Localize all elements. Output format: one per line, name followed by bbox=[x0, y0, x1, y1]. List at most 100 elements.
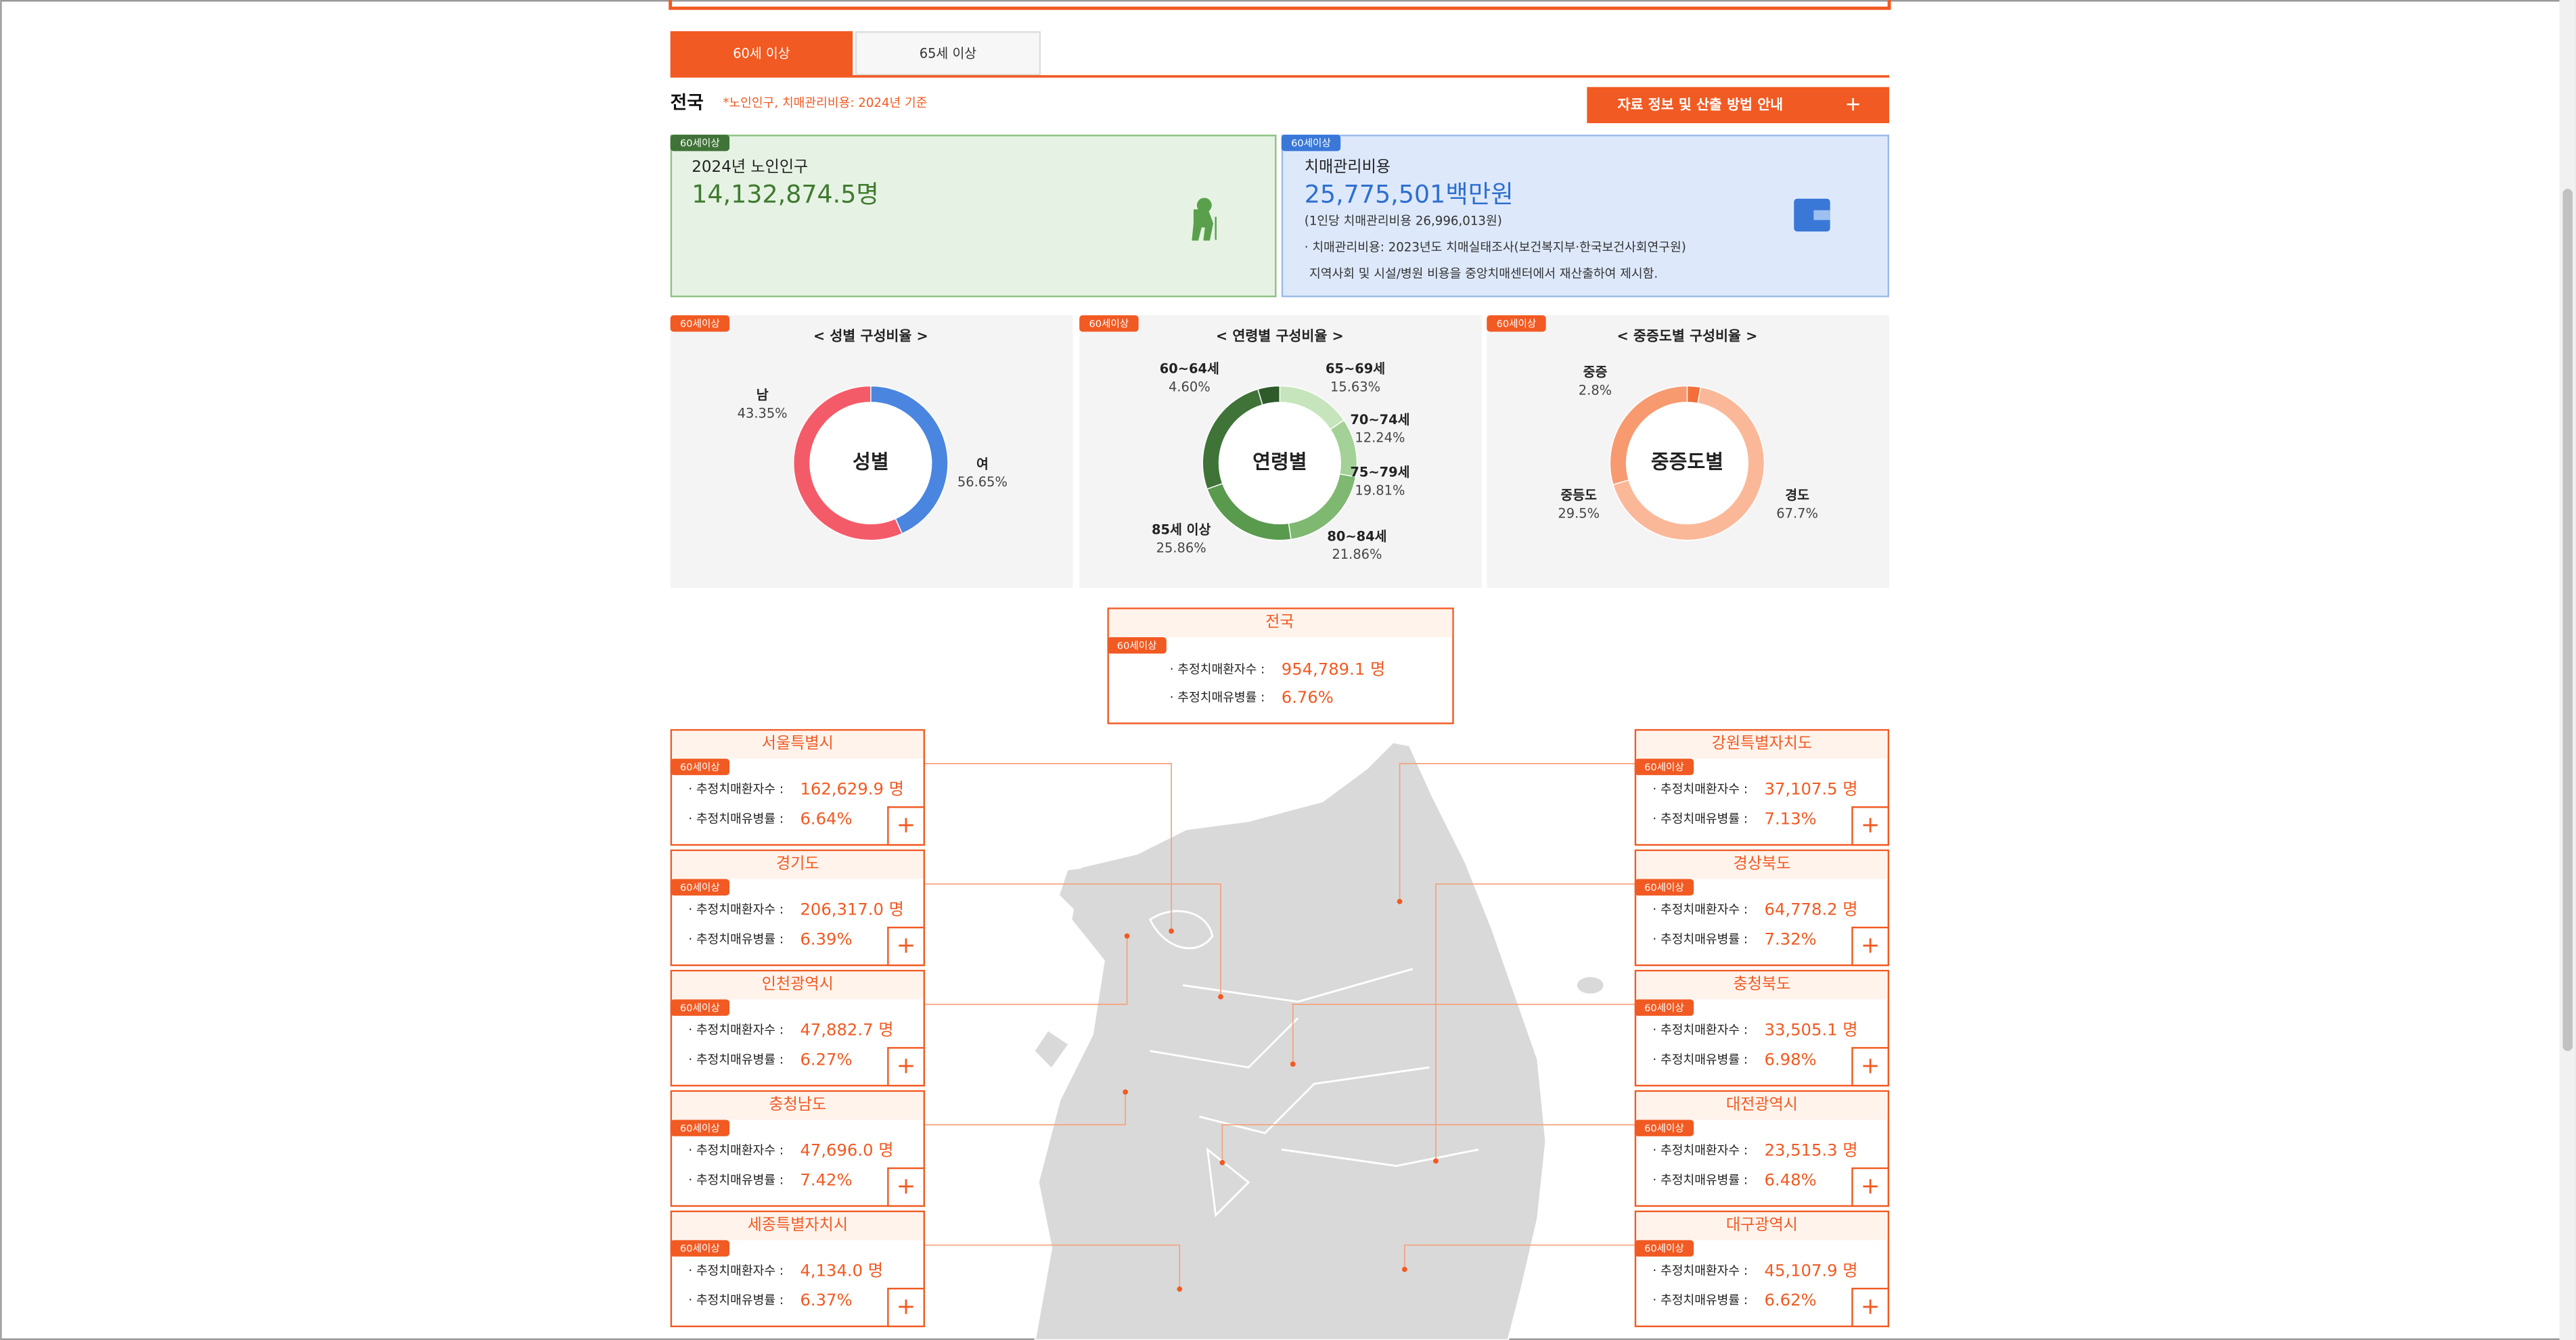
region-header bbox=[1636, 851, 1888, 879]
field-value: 162,629.9 명 bbox=[800, 779, 904, 799]
more-button[interactable] bbox=[1851, 1167, 1890, 1207]
map-dot bbox=[1177, 1286, 1183, 1292]
more-icon: + bbox=[1861, 812, 1880, 839]
more-button[interactable] bbox=[887, 1046, 925, 1087]
field-value: 6.62% bbox=[1765, 1290, 1817, 1310]
donut-hole bbox=[1626, 402, 1748, 524]
region-name: 강원특별자치도 bbox=[1712, 735, 1812, 752]
more-button[interactable] bbox=[887, 1287, 925, 1328]
field-value: 45,107.9 명 bbox=[1765, 1261, 1858, 1280]
field-label: · 추정치매환자수 : bbox=[688, 1023, 784, 1038]
badge-label: 60세이상 bbox=[1089, 318, 1129, 329]
badge-label: 60세이상 bbox=[1644, 1123, 1684, 1134]
more-button[interactable] bbox=[887, 1167, 925, 1207]
korea-map bbox=[1034, 741, 1547, 1340]
legend-label: 경도 bbox=[1785, 488, 1809, 503]
field-value: 6.27% bbox=[800, 1049, 852, 1069]
more-icon: + bbox=[1861, 1053, 1880, 1080]
field-label: · 추정치매유병률 : bbox=[1170, 691, 1265, 705]
badge bbox=[670, 1240, 730, 1257]
more-button[interactable] bbox=[1851, 1046, 1890, 1087]
field-label: · 추정치매유병률 : bbox=[688, 812, 784, 826]
donut-center-label: 성별 bbox=[853, 450, 889, 473]
badge-label: 60세이상 bbox=[680, 1243, 720, 1255]
map-dot bbox=[1290, 1061, 1296, 1067]
search-box bbox=[669, 0, 1891, 10]
leader-line bbox=[924, 1244, 1181, 1289]
region-name: 인천광역시 bbox=[762, 975, 834, 993]
map-borders bbox=[1148, 910, 1479, 1218]
more-button[interactable] bbox=[1851, 926, 1890, 967]
national-header bbox=[1108, 609, 1453, 637]
donut-hole bbox=[1219, 402, 1341, 524]
donut-center-label: 중증도별 bbox=[1651, 450, 1723, 473]
region-header bbox=[1636, 731, 1888, 759]
field-label: · 추정치매유병률 : bbox=[1652, 1053, 1748, 1067]
chart-title: < 연령별 구성비율 > bbox=[1216, 328, 1344, 344]
field-label: · 추정치매환자수 : bbox=[1652, 903, 1748, 917]
field-value: 6.98% bbox=[1765, 1049, 1817, 1069]
card-text: (1인당 치매관리비용 26,996,013원) bbox=[1305, 214, 1502, 229]
card-text: 지역사회 및 시설/병원 비용을 중앙치매센터에서 재산출하여 제시함. bbox=[1309, 267, 1658, 281]
more-button[interactable] bbox=[1851, 806, 1890, 846]
badge-label: 60세이상 bbox=[680, 1123, 720, 1134]
field-label: · 추정치매유병률 : bbox=[688, 1173, 784, 1187]
wallet-clasp bbox=[1813, 210, 1830, 221]
field-value: 37,107.5 명 bbox=[1765, 779, 1858, 799]
badge bbox=[1487, 315, 1546, 332]
field-label: · 추정치매환자수 : bbox=[688, 1144, 784, 1158]
more-button[interactable] bbox=[887, 926, 925, 967]
more-icon: + bbox=[1861, 932, 1880, 959]
badge-label: 60세이상 bbox=[1497, 318, 1537, 329]
field-label: · 추정치매환자수 : bbox=[1652, 1144, 1748, 1158]
more-icon: + bbox=[897, 1293, 916, 1320]
field-value: 7.13% bbox=[1765, 808, 1817, 828]
legend-label: 70~74세 bbox=[1350, 412, 1409, 428]
field-value: 23,515.3 명 bbox=[1765, 1140, 1858, 1160]
region-header bbox=[672, 1212, 924, 1241]
badge-label: 60세이상 bbox=[680, 1002, 720, 1014]
field-label: · 추정치매환자수 : bbox=[688, 783, 784, 797]
region-name: 경기도 bbox=[776, 855, 819, 873]
leader-line bbox=[1221, 1124, 1635, 1163]
wallet-icon bbox=[1794, 198, 1830, 232]
field-value: 7.42% bbox=[800, 1170, 852, 1189]
scrollbar-thumb[interactable] bbox=[2562, 189, 2573, 1051]
data-label: 19.81% bbox=[1355, 482, 1405, 498]
data-label: 21.86% bbox=[1332, 547, 1382, 562]
field-value: 6.37% bbox=[800, 1290, 852, 1310]
field-label: · 추정치매유병률 : bbox=[1652, 932, 1748, 946]
badge bbox=[1634, 1240, 1694, 1257]
map-dot bbox=[1218, 994, 1223, 1000]
badge-label: 60세이상 bbox=[1644, 882, 1684, 894]
leader-line bbox=[1404, 1244, 1635, 1270]
region-header bbox=[672, 731, 924, 759]
field-label: · 추정치매환자수 : bbox=[688, 903, 784, 917]
map-dot bbox=[1397, 898, 1403, 904]
badge-label: 60세이상 bbox=[1644, 1243, 1684, 1255]
field-label: · 추정치매유병률 : bbox=[688, 1053, 784, 1067]
legend-label: 85세 이상 bbox=[1152, 522, 1211, 538]
field-label: · 추정치매유병률 : bbox=[1652, 812, 1748, 826]
badge bbox=[670, 879, 730, 896]
region-name: 세종특별자치시 bbox=[748, 1216, 848, 1234]
cost-card bbox=[1281, 135, 1890, 298]
card-value: 25,775,501백만원 bbox=[1305, 179, 1514, 208]
tab[interactable] bbox=[855, 31, 1041, 76]
donut-center-label: 연령별 bbox=[1252, 450, 1307, 473]
leader-line bbox=[924, 935, 1128, 1005]
legend-label: 여 bbox=[976, 457, 989, 472]
tab-active[interactable] bbox=[670, 31, 853, 76]
chart-title: < 성별 구성비율 > bbox=[813, 328, 928, 344]
more-button[interactable] bbox=[887, 806, 925, 846]
more-icon: + bbox=[897, 1053, 916, 1080]
leader-line bbox=[924, 883, 1221, 997]
info-button[interactable] bbox=[1587, 87, 1890, 124]
field-value: 6.48% bbox=[1765, 1170, 1817, 1189]
card-value: 14,132,874.5명 bbox=[692, 179, 879, 208]
badge bbox=[670, 999, 730, 1016]
box-title: 전국 bbox=[1265, 614, 1294, 631]
more-button[interactable] bbox=[1851, 1287, 1890, 1328]
badge bbox=[1281, 135, 1341, 152]
more-icon: + bbox=[1861, 1293, 1880, 1320]
